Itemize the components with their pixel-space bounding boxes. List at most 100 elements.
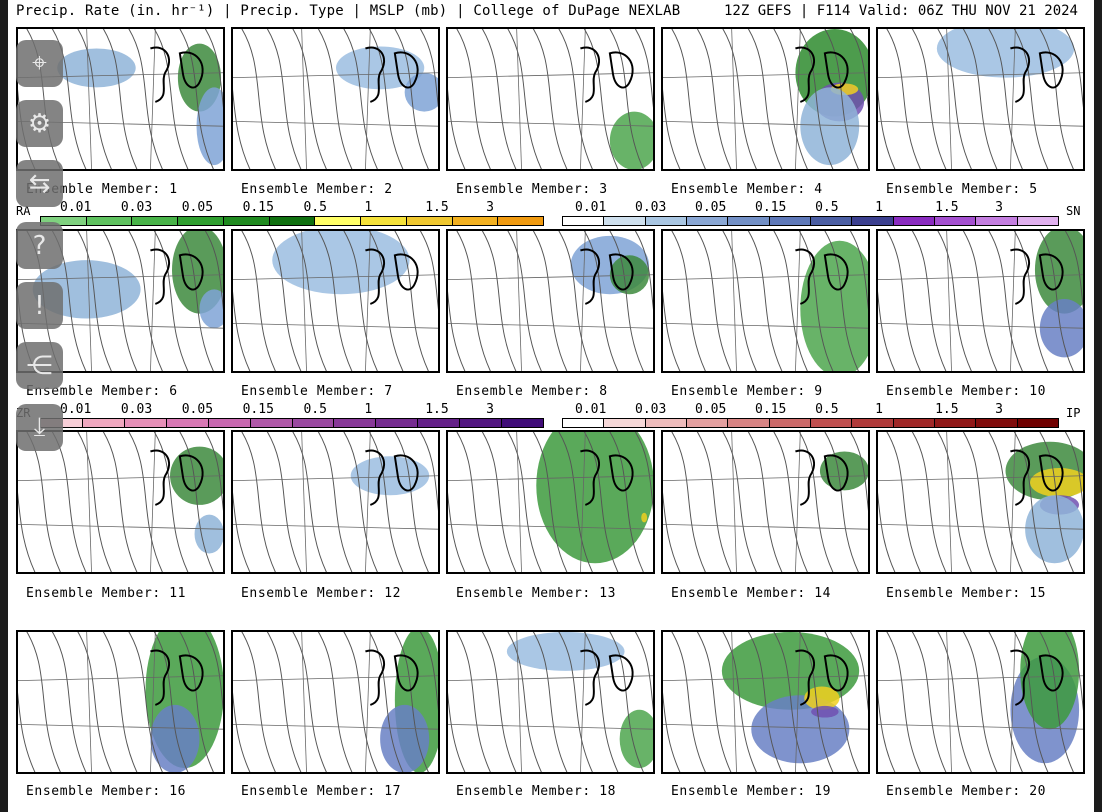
ensemble-member-map[interactable] <box>661 430 870 574</box>
isobar-line <box>419 632 438 712</box>
isobar-line <box>368 29 404 169</box>
colorbar-swatch <box>563 217 605 225</box>
isobar-line <box>937 231 973 371</box>
ensemble-member-map[interactable] <box>231 430 440 574</box>
precip-area <box>380 704 430 772</box>
isobar-line <box>266 231 302 371</box>
swap-icon[interactable]: ⇆ <box>16 160 63 207</box>
colorbar-swatch <box>728 217 770 225</box>
ensemble-member-map[interactable] <box>446 630 655 774</box>
state-border <box>663 322 868 329</box>
ensemble-member-map[interactable] <box>876 430 1085 574</box>
isobar-line <box>583 29 619 169</box>
isobar-line <box>962 231 998 371</box>
ensemble-member-map[interactable] <box>231 27 440 171</box>
colorbar-swatch <box>976 419 1018 427</box>
colorbar-swatch <box>645 419 687 427</box>
isobar-line <box>394 231 430 371</box>
state-border <box>448 72 653 78</box>
precip-area <box>404 72 438 112</box>
isobar-line <box>609 231 645 371</box>
colorbar-swatch <box>893 217 935 225</box>
header-valid-time: 12Z GEFS | F114 Valid: 06Z THU NOV 21 20… <box>723 3 1078 19</box>
ensemble-member-map[interactable] <box>661 229 870 373</box>
colorbar-swatch <box>934 217 977 225</box>
colorbar-ticks: 0.01 0.03 0.05 0.15 0.5 1 1.5 3 <box>575 402 1070 417</box>
state-border <box>580 29 586 169</box>
isobar-line <box>481 231 517 371</box>
colorbar-tick-label: 1 <box>364 402 373 417</box>
precip-area <box>800 87 860 166</box>
ensemble-member-map[interactable] <box>16 630 225 774</box>
isobar-line <box>824 632 860 772</box>
state-border <box>150 432 156 572</box>
isobar-line <box>233 692 251 772</box>
state-border <box>946 231 952 371</box>
isobar-line <box>317 632 353 772</box>
colorbar-ticks: 0.01 0.03 0.05 0.15 0.5 1 1.5 3 <box>575 200 1070 215</box>
colorbar-tick-label: 3 <box>995 402 1003 417</box>
share-icon[interactable]: ⋲ <box>16 342 63 389</box>
isobar-line <box>241 29 277 169</box>
state-border <box>448 675 653 681</box>
isobar-line <box>481 29 517 169</box>
ensemble-member-map[interactable] <box>446 27 655 171</box>
colorbar-swatch <box>86 217 133 225</box>
state-border <box>878 72 1083 78</box>
ensemble-member-map[interactable] <box>446 229 655 373</box>
ensemble-member-label: Ensemble Member: 16 <box>26 784 187 799</box>
great-lakes-outline <box>795 46 849 103</box>
colorbar-swatch <box>460 419 503 427</box>
state-border <box>795 231 801 371</box>
great-lakes-outline <box>1010 46 1064 103</box>
colorbar-swatch <box>810 419 853 427</box>
colorbar-swatch <box>686 217 729 225</box>
ensemble-member-map[interactable] <box>661 27 870 171</box>
ensemble-member-map[interactable] <box>661 630 870 774</box>
isobar-line <box>26 29 62 169</box>
colorbar-swatch <box>934 419 977 427</box>
gear-icon[interactable]: ⚙ <box>16 100 63 147</box>
ensemble-member-map[interactable] <box>876 27 1085 171</box>
ensemble-member-map[interactable] <box>231 229 440 373</box>
isobar-line <box>266 432 302 572</box>
isobar-line <box>343 231 379 371</box>
precip-area <box>936 29 1075 78</box>
ensemble-member-label: Ensemble Member: 8 <box>456 384 608 399</box>
colorbar-tick-label: 0.03 <box>635 200 667 215</box>
isobar-line <box>292 231 328 371</box>
colorbar-tick-label: 0.5 <box>303 200 327 215</box>
isobar-line <box>558 231 594 371</box>
colorbar-swatch <box>769 419 811 427</box>
ensemble-member-map[interactable] <box>16 430 225 574</box>
ensemble-member-map[interactable] <box>876 229 1085 373</box>
state-border <box>448 120 653 127</box>
isobar-line <box>18 692 36 772</box>
state-border <box>86 231 92 371</box>
isobar-line <box>849 632 868 712</box>
isobar-line <box>886 432 922 572</box>
header-title: Precip. Rate (in. hr⁻¹) | Precip. Type |… <box>16 3 681 19</box>
isobar-line <box>609 29 645 169</box>
isobar-line <box>241 432 277 572</box>
colorbar-tick-label: 0.05 <box>181 402 214 417</box>
colorbar-swatch <box>852 217 894 225</box>
ensemble-member-map[interactable] <box>231 630 440 774</box>
isobar-line <box>773 29 809 169</box>
ensemble-member-map[interactable] <box>446 430 655 574</box>
precip-area <box>804 686 840 710</box>
colorbar-swatch <box>1017 217 1058 225</box>
help-icon[interactable]: ? <box>16 222 63 269</box>
ensemble-member-map[interactable] <box>876 630 1085 774</box>
isobar-line <box>179 632 215 772</box>
isobar-line <box>419 29 438 109</box>
isobar-line <box>722 29 758 169</box>
download-icon[interactable]: ⤓ <box>16 404 63 451</box>
map-pin-icon[interactable]: ⌖ <box>16 40 63 87</box>
colorbar-tick-label: 0.05 <box>695 200 727 215</box>
isobar-line <box>128 29 164 169</box>
colorbar-swatch <box>166 419 209 427</box>
state-border <box>86 432 92 572</box>
state-border <box>946 432 952 572</box>
alert-icon[interactable]: ! <box>16 282 63 329</box>
